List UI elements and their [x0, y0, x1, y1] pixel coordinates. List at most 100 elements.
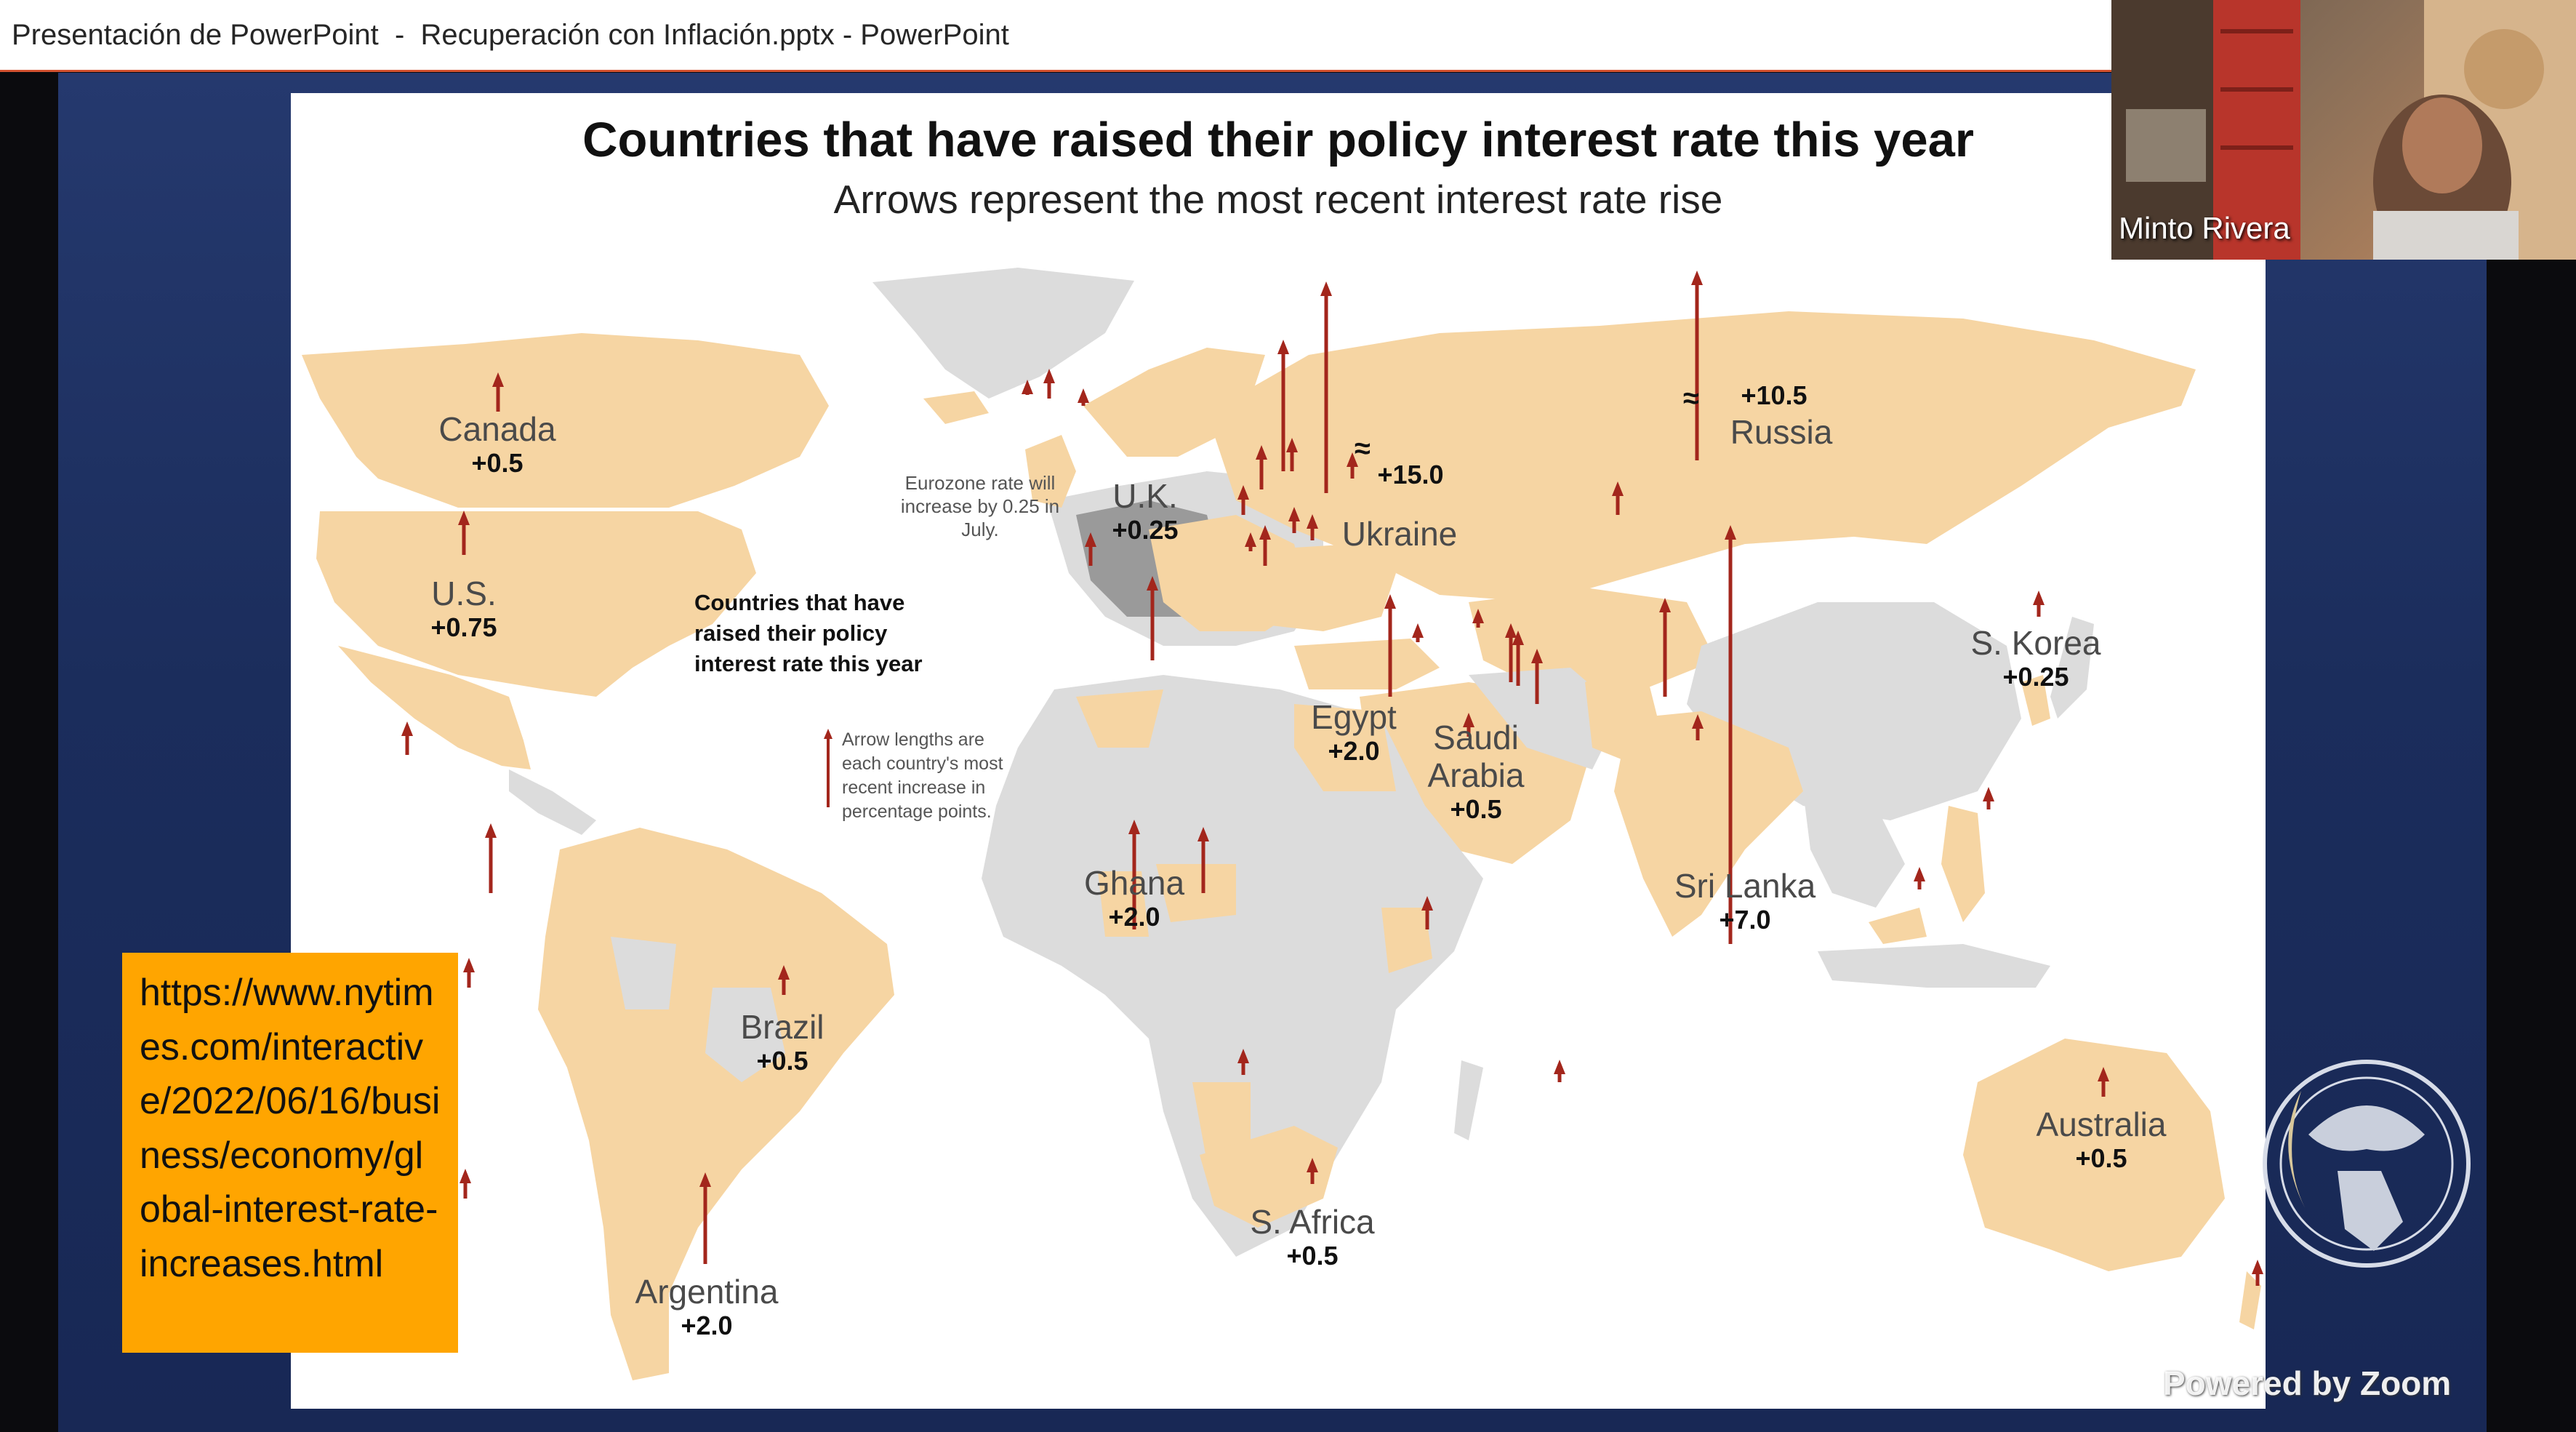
map-title: Countries that have raised their policy …: [582, 113, 1974, 167]
arrowhead-canada: [492, 372, 504, 387]
arrowhead-mauritius: [1554, 1060, 1565, 1074]
country-name: Australia: [2036, 1105, 2167, 1143]
arrowhead-belarus: [1347, 452, 1358, 467]
arrowhead-colombia: [485, 823, 497, 838]
land-us: [316, 511, 756, 697]
arrowhead-chile: [460, 1169, 471, 1183]
country-value: +2.0: [1108, 902, 1160, 932]
country-name: Russia: [1730, 413, 1833, 451]
country-value: +0.25: [2002, 662, 2069, 692]
window-titlebar: Presentación de PowerPoint - Recuperació…: [0, 0, 2112, 72]
land-central-asia: [1469, 588, 1716, 689]
arrowhead-argentina: [699, 1172, 711, 1187]
country-value: +0.5: [471, 448, 523, 478]
russia-value: +10.5: [1741, 380, 1807, 411]
land-madagascar: [1454, 1060, 1483, 1140]
arrowhead-uzbekistan: [1659, 598, 1671, 612]
country-label-russia: Russia: [1730, 413, 1833, 451]
country-label-ukraine: Ukraine: [1342, 515, 1458, 553]
arrowhead-uk: [1085, 532, 1096, 547]
arrowhead-kazakhstan: [1612, 481, 1624, 496]
land-canada: [302, 333, 829, 508]
arrowhead-us: [458, 511, 470, 525]
country-name: Ukraine: [1341, 515, 1458, 553]
webcam-scene: [2111, 0, 2576, 260]
country-name: Argentina: [635, 1273, 779, 1311]
window-title: Presentación de PowerPoint - Recuperació…: [12, 19, 1009, 51]
country-label-argentina: Argentina +2.0: [635, 1273, 779, 1341]
country-value: +0.25: [1112, 515, 1179, 545]
land-nigeria: [1156, 864, 1236, 922]
arrowhead-pakistan: [1692, 714, 1704, 729]
legend-text: Arrow lengths are each country's most re…: [842, 729, 1003, 822]
arrowhead-israel: [1412, 623, 1424, 638]
land-north-africa: [1076, 689, 1163, 748]
map-subtitle: Arrows represent the most recent interes…: [833, 177, 1723, 222]
country-value: +0.5: [2075, 1143, 2127, 1173]
arrowhead-qatar: [1472, 609, 1484, 623]
arrowhead-sri-lanka: [1725, 525, 1736, 540]
legend-title: Countries that have raised their policy …: [694, 590, 923, 676]
country-value: +10.5: [1741, 380, 1807, 410]
country-name: Canada: [438, 410, 556, 448]
rate-arrows: [401, 271, 2263, 1286]
legend-arrow: [824, 729, 832, 807]
country-name: Egypt: [1311, 698, 1397, 736]
arrowhead-mexico: [401, 721, 413, 736]
arrowhead-norway: [1022, 380, 1033, 394]
land-russia: [1207, 311, 2196, 602]
land-ukraine: [1236, 544, 1396, 631]
arrowhead-kenya: [1421, 896, 1433, 911]
country-label-egypt: Egypt +2.0: [1311, 698, 1397, 767]
land-south-africa: [1200, 1126, 1338, 1228]
participant-name: Minto Rivera: [2119, 211, 2290, 245]
eurozone-note: Eurozone rate will increase by 0.25 in J…: [900, 472, 1060, 540]
land-malaysia: [1869, 908, 1927, 944]
arrowhead-egypt: [1384, 594, 1396, 609]
land-se-asia: [1803, 791, 1905, 908]
country-value: +0.5: [1286, 1241, 1339, 1271]
land-pakistan: [1585, 660, 1658, 762]
arrowhead-bulgaria: [1245, 532, 1256, 547]
land-south-america-grey: [705, 988, 785, 1082]
arrowhead-philippines: [1983, 787, 1994, 801]
arrowhead-ukraine: [1320, 281, 1332, 296]
ukraine-value: +15.0: [1377, 460, 1443, 490]
country-value: +2.0: [1328, 736, 1380, 766]
country-label-uk: U.K. +0.25: [1112, 477, 1178, 545]
land-iceland: [923, 391, 989, 424]
land-turkey: [1294, 639, 1440, 689]
participant-video[interactable]: Minto Rivera: [2111, 0, 2576, 260]
arrowhead-moldova: [1259, 525, 1271, 540]
country-value: +2.0: [681, 1311, 733, 1340]
country-label-s-korea: S. Korea +0.25: [1971, 624, 2101, 692]
arrowhead-australia: [2098, 1067, 2109, 1081]
land-iran: [1469, 668, 1621, 769]
country-value: +7.0: [1719, 905, 1771, 935]
land-africa: [982, 675, 1483, 1257]
country-label-ghana: Ghana +2.0: [1084, 864, 1184, 932]
slide-map: Countries that have raised their policy …: [291, 93, 2266, 1409]
arrowhead-poland: [1277, 340, 1289, 354]
country-name: S. Africa: [1250, 1203, 1375, 1241]
land-indonesia: [1818, 944, 2050, 988]
country-label-s-africa: S. Africa +0.5: [1250, 1203, 1374, 1271]
arrowhead-namibia: [1237, 1049, 1249, 1063]
break-symbol-russia: ≈: [1683, 383, 1699, 415]
arrowhead-kuwait: [1512, 631, 1524, 645]
arrowhead-new-zealand: [2252, 1260, 2263, 1274]
land-uk: [1025, 435, 1076, 508]
country-label-australia: Australia +0.5: [2037, 1105, 2167, 1174]
country-name: S. Korea: [1970, 624, 2101, 662]
land-kenya: [1381, 908, 1432, 973]
arrowhead-ghana: [1128, 820, 1140, 834]
arrowhead-saudi: [1463, 713, 1474, 727]
arrowhead-iceland: [1043, 369, 1055, 383]
arrowhead-brazil: [778, 965, 790, 980]
land-japan: [2050, 617, 2094, 719]
land-central-america: [509, 769, 596, 835]
land-australia: [1963, 1039, 2225, 1271]
country-label-canada: Canada +0.5: [438, 410, 555, 479]
land-korea: [2021, 675, 2050, 726]
arrowhead-peru: [463, 958, 475, 972]
